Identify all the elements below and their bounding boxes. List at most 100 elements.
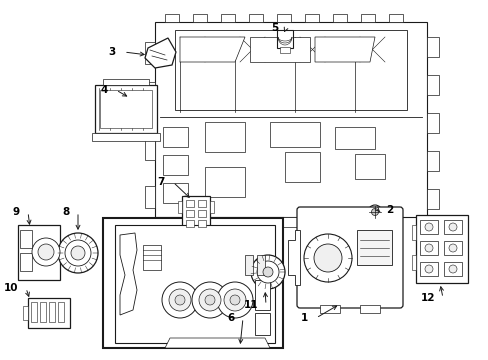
Bar bbox=[163, 183, 187, 203]
Bar bbox=[103, 79, 149, 85]
Polygon shape bbox=[314, 37, 374, 62]
Bar bbox=[244, 255, 252, 275]
Circle shape bbox=[71, 246, 85, 260]
Circle shape bbox=[162, 282, 198, 318]
Bar bbox=[334, 127, 374, 149]
Bar bbox=[411, 255, 415, 270]
Bar bbox=[40, 302, 46, 322]
Bar bbox=[354, 154, 384, 179]
Bar bbox=[248, 14, 263, 22]
Text: 3: 3 bbox=[108, 47, 116, 57]
Bar bbox=[359, 305, 379, 313]
Circle shape bbox=[367, 205, 381, 219]
Bar bbox=[103, 218, 283, 348]
Circle shape bbox=[424, 265, 432, 273]
Bar bbox=[426, 151, 438, 171]
Circle shape bbox=[371, 208, 378, 216]
Bar bbox=[221, 14, 235, 22]
Bar bbox=[142, 245, 161, 270]
Bar bbox=[411, 225, 415, 240]
Bar bbox=[226, 217, 244, 227]
Bar bbox=[285, 152, 319, 182]
Bar bbox=[58, 302, 64, 322]
Bar bbox=[209, 201, 214, 213]
Bar bbox=[426, 37, 438, 57]
Bar bbox=[198, 200, 205, 207]
Circle shape bbox=[448, 265, 456, 273]
Bar bbox=[276, 14, 290, 22]
Bar bbox=[163, 127, 187, 147]
Polygon shape bbox=[145, 38, 176, 68]
Bar bbox=[95, 85, 157, 133]
Text: 5: 5 bbox=[270, 23, 278, 33]
Bar bbox=[269, 122, 319, 147]
Circle shape bbox=[224, 289, 245, 311]
Bar bbox=[198, 220, 205, 227]
Bar bbox=[164, 14, 179, 22]
Bar bbox=[145, 138, 155, 160]
Circle shape bbox=[424, 223, 432, 231]
Polygon shape bbox=[249, 37, 309, 62]
Text: 8: 8 bbox=[62, 207, 70, 217]
Bar bbox=[419, 220, 437, 234]
Bar bbox=[185, 200, 194, 207]
Bar bbox=[175, 30, 406, 110]
Bar bbox=[155, 22, 426, 217]
Circle shape bbox=[32, 238, 60, 266]
Bar bbox=[193, 14, 206, 22]
Circle shape bbox=[175, 295, 184, 305]
Polygon shape bbox=[287, 230, 299, 285]
Bar bbox=[419, 241, 437, 255]
Bar bbox=[28, 298, 70, 328]
Text: 12: 12 bbox=[420, 293, 434, 303]
Bar bbox=[49, 302, 55, 322]
Bar bbox=[332, 14, 346, 22]
Bar bbox=[254, 280, 269, 310]
Bar bbox=[426, 113, 438, 133]
Bar bbox=[20, 253, 32, 271]
Bar bbox=[388, 14, 402, 22]
Circle shape bbox=[250, 255, 285, 289]
Bar bbox=[92, 133, 160, 141]
Bar bbox=[280, 47, 289, 53]
Bar bbox=[426, 189, 438, 209]
Circle shape bbox=[192, 282, 227, 318]
Bar bbox=[23, 306, 28, 320]
Circle shape bbox=[38, 244, 54, 260]
Bar bbox=[182, 196, 209, 232]
Bar bbox=[204, 167, 244, 197]
Bar bbox=[145, 42, 155, 64]
Bar bbox=[115, 225, 274, 343]
Bar bbox=[257, 255, 264, 275]
Circle shape bbox=[263, 267, 272, 277]
Bar bbox=[305, 14, 318, 22]
Bar bbox=[443, 241, 461, 255]
Circle shape bbox=[304, 234, 351, 282]
Bar bbox=[175, 217, 193, 227]
Bar bbox=[360, 14, 374, 22]
Circle shape bbox=[58, 233, 98, 273]
Bar bbox=[18, 225, 60, 280]
Circle shape bbox=[229, 295, 240, 305]
Bar bbox=[254, 313, 269, 335]
Bar bbox=[198, 210, 205, 217]
Bar bbox=[31, 302, 37, 322]
Bar bbox=[185, 210, 194, 217]
Polygon shape bbox=[180, 37, 244, 62]
Bar bbox=[142, 82, 155, 112]
Circle shape bbox=[448, 244, 456, 252]
Text: 2: 2 bbox=[385, 205, 392, 215]
Bar bbox=[330, 217, 348, 227]
Bar bbox=[145, 186, 155, 208]
Text: 9: 9 bbox=[13, 207, 20, 217]
Circle shape bbox=[217, 282, 252, 318]
Circle shape bbox=[448, 223, 456, 231]
Circle shape bbox=[65, 240, 91, 266]
Circle shape bbox=[199, 289, 221, 311]
Circle shape bbox=[169, 289, 191, 311]
Circle shape bbox=[313, 244, 341, 272]
Bar bbox=[163, 155, 187, 175]
Text: 6: 6 bbox=[227, 313, 235, 323]
Bar bbox=[356, 230, 391, 265]
Bar bbox=[178, 201, 182, 213]
